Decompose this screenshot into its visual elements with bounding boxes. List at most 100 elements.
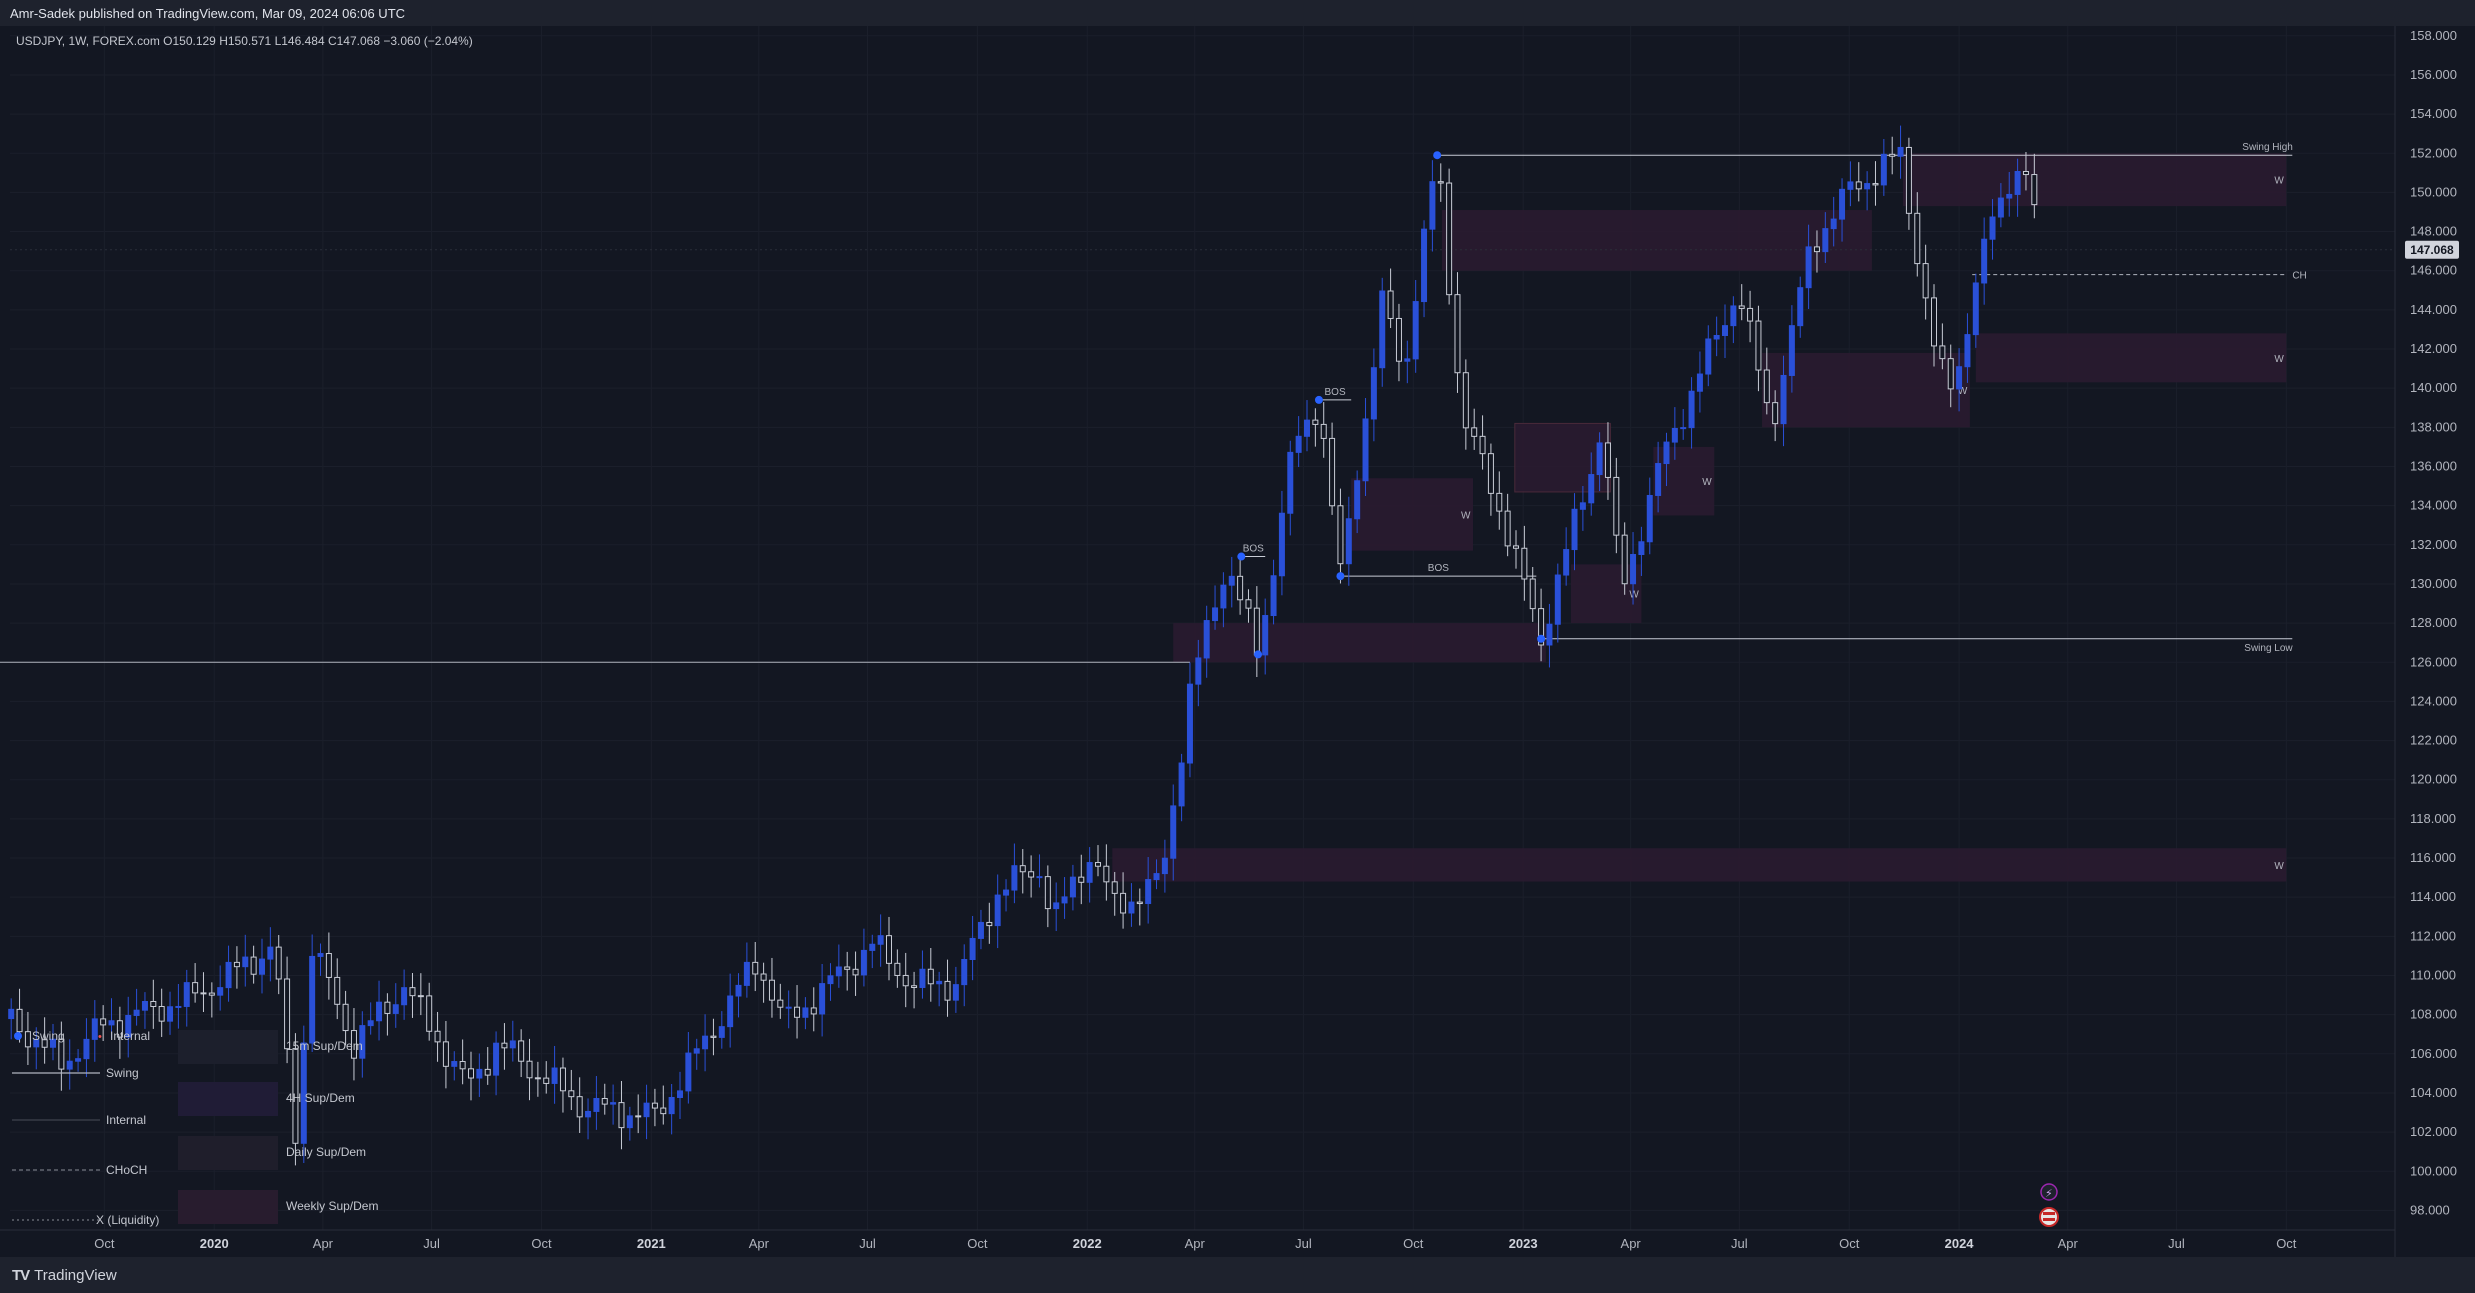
candle-body [1203, 620, 1210, 659]
candle-body [509, 1040, 516, 1049]
candle-body [576, 1096, 583, 1118]
time-tick-label: Oct [2276, 1236, 2297, 1251]
us-flag-icon[interactable] [2039, 1207, 2059, 1227]
candle-body [718, 1026, 725, 1038]
legend-zone-label: Daily Sup/Dem [286, 1145, 366, 1159]
candle-body [167, 1006, 174, 1022]
structure-lines: Swing High Swing Low CH BOS BOS BOS [0, 142, 2395, 663]
swing-low-label: Swing Low [2244, 643, 2293, 654]
price-chart[interactable]: W W W W W W W Swing High Swing Low CH BOS BOS BOS 1… [0, 0, 2475, 1257]
legend-label: Internal [110, 1029, 150, 1043]
candle-body [1947, 358, 1954, 390]
candle-body [1579, 502, 1586, 510]
price-tick-label: 120.000 [2410, 772, 2457, 787]
supply-demand-zone [1514, 423, 1611, 492]
price-tick-label: 154.000 [2410, 106, 2457, 121]
candle-body [409, 987, 416, 997]
candle-body [1370, 367, 1377, 420]
candle-body [1613, 476, 1620, 536]
swing-high-label: Swing High [2242, 142, 2293, 153]
candle-body [760, 973, 767, 981]
zone-label: W [1958, 386, 1968, 397]
candle-body [1454, 294, 1461, 374]
candle-body [1220, 584, 1227, 609]
tv-logo-icon: TV [12, 1267, 30, 1284]
candle-body [1830, 218, 1837, 230]
choch-label: CH [2292, 271, 2306, 282]
candle-body [292, 1048, 299, 1144]
candle-body [869, 943, 876, 951]
candle-body [1772, 402, 1779, 425]
candle-body [1421, 228, 1428, 303]
candle-body [41, 1039, 48, 1048]
legend-zone-swatch [178, 1136, 278, 1170]
swing-markers [1237, 151, 1546, 659]
candle-body [1897, 146, 1904, 157]
candle-body [1471, 427, 1478, 437]
candle-body [1437, 181, 1444, 184]
candle-body [350, 1030, 357, 1059]
candle-body [158, 1006, 165, 1022]
lightning-icon[interactable] [2040, 1183, 2058, 1201]
price-axis[interactable]: 158.000 156.000 154.000 152.000 150.000 148.0… [2405, 28, 2459, 1218]
price-tick-label: 128.000 [2410, 615, 2457, 630]
candle-body [802, 1007, 809, 1018]
price-tick-label: 136.000 [2410, 458, 2457, 473]
candle-body [1412, 301, 1419, 360]
legend-zone-swatch [178, 1190, 278, 1224]
current-price-badge [2405, 240, 2459, 259]
candle-body [1228, 575, 1235, 586]
zone-label: W [1629, 590, 1639, 601]
time-tick-label: Jul [859, 1236, 876, 1251]
price-tick-label: 102.000 [2410, 1124, 2457, 1139]
candle-body [1329, 437, 1336, 507]
candle-body [1813, 246, 1820, 253]
candle-body [1111, 881, 1118, 894]
symbol-info: USDJPY, 1W, FOREX.com O150.129 H150.571 … [16, 34, 473, 48]
candle-body [2006, 193, 2013, 199]
swing-point [1336, 572, 1345, 581]
candle-body [1914, 212, 1921, 265]
legend-label: Swing [32, 1029, 65, 1043]
candle-body [451, 1061, 458, 1067]
price-tick-label: 118.000 [2410, 811, 2456, 826]
candle-body [1479, 435, 1486, 455]
candle-body [309, 955, 316, 1044]
candle-body [250, 956, 257, 975]
candle-body [150, 1000, 157, 1008]
legend-label: CHoCH [106, 1163, 147, 1177]
candle-body [1145, 879, 1152, 905]
candle-body [1956, 366, 1963, 390]
candle-body [200, 992, 207, 995]
candle-body [242, 956, 249, 968]
candle-body [660, 1107, 667, 1115]
event-icons[interactable]: ⚡ [2039, 1183, 2059, 1227]
candle-body [267, 946, 274, 960]
candle-body [1546, 623, 1553, 646]
bos-label: BOS [1428, 563, 1449, 574]
candle-body [476, 1068, 483, 1079]
time-axis[interactable]: Oct 2020 Apr Jul Oct 2021 Apr Jul Oct 2022 Apr Jul O… [94, 1236, 2297, 1251]
tradingview-logo[interactable]: TV TradingView [12, 1267, 117, 1284]
price-tick-label: 106.000 [2410, 1046, 2457, 1061]
candle-body [1170, 805, 1177, 859]
candle-body [100, 1018, 107, 1026]
candle-body [175, 1005, 182, 1008]
candle-body [1989, 216, 1996, 240]
candle-body [643, 1102, 650, 1118]
candle-body [367, 1020, 374, 1027]
bos-label: BOS [1243, 544, 1264, 555]
candle-body [1521, 547, 1528, 580]
candle-body [1136, 901, 1143, 905]
candle-body [526, 1060, 533, 1079]
candle-body [1186, 683, 1193, 764]
candle-body [417, 995, 424, 998]
candle-body [66, 1060, 73, 1070]
supply-demand-zone [1762, 352, 1970, 428]
candle-body [551, 1067, 558, 1084]
candle-body [710, 1035, 717, 1038]
candle-body [1103, 865, 1110, 883]
candle-body [1839, 188, 1846, 220]
time-tick-label: Jul [1731, 1236, 1748, 1251]
candle-body [1237, 575, 1244, 601]
